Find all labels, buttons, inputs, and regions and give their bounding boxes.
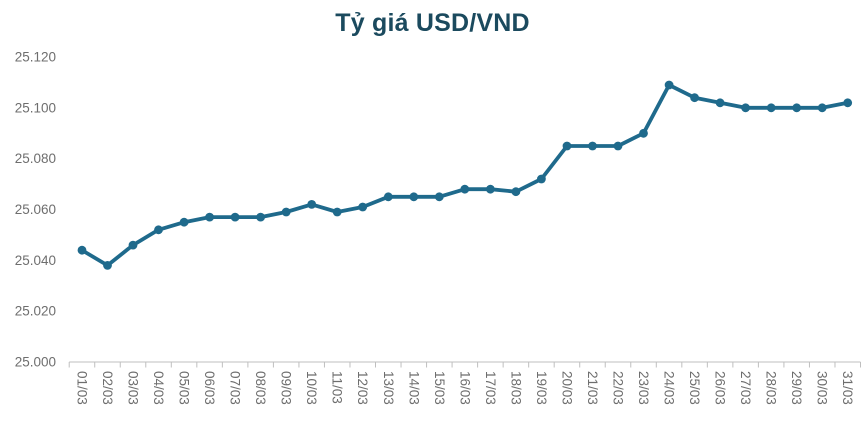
y-axis-label: 25.020 [15, 304, 56, 319]
data-point-marker [128, 240, 138, 250]
x-axis-label: 19/03 [534, 371, 549, 405]
data-point-marker [154, 225, 163, 235]
x-axis-label: 13/03 [381, 371, 396, 405]
x-axis-label: 10/03 [304, 371, 319, 405]
x-axis-label: 15/03 [432, 371, 447, 405]
x-axis-label: 16/03 [457, 371, 472, 405]
x-axis-label: 23/03 [636, 371, 651, 405]
y-axis-label: 25.100 [15, 100, 56, 115]
data-point-marker [179, 217, 189, 227]
x-axis-label: 03/03 [126, 371, 141, 405]
data-point-marker [383, 192, 393, 202]
data-point-marker [511, 187, 521, 197]
data-point-marker [230, 212, 240, 222]
data-point-marker [307, 200, 317, 209]
x-axis-label: 20/03 [559, 371, 574, 405]
x-axis-label: 26/03 [713, 371, 728, 405]
y-axis-label: 25.080 [15, 151, 56, 166]
data-point-marker [817, 103, 827, 113]
x-axis-label: 29/03 [789, 371, 804, 405]
data-point-marker [205, 212, 215, 222]
data-point-marker [434, 192, 444, 202]
data-point-marker [843, 98, 853, 108]
series-line [80, 83, 850, 268]
x-axis-label: 12/03 [355, 371, 370, 405]
x-axis-label: 08/03 [253, 371, 268, 405]
x-axis-label: 24/03 [662, 371, 677, 405]
x-axis-label: 05/03 [177, 371, 192, 405]
y-axis-label: 25.120 [15, 50, 56, 65]
x-axis-label: 31/03 [840, 371, 855, 405]
data-point-marker [613, 141, 623, 151]
data-point-marker [460, 184, 470, 194]
x-axis-label: 07/03 [228, 371, 243, 405]
y-axis-label: 25.000 [15, 355, 56, 370]
x-axis-label: 06/03 [202, 371, 217, 405]
data-point-marker [77, 245, 87, 255]
chart-title: Tỷ giá USD/VND [335, 9, 530, 37]
data-point-marker [792, 103, 802, 113]
x-axis-label: 17/03 [483, 371, 498, 405]
data-point-marker [358, 202, 368, 212]
y-axis-label: 25.060 [15, 202, 56, 217]
x-axis-label: 02/03 [100, 371, 115, 405]
x-axis-label: 14/03 [406, 371, 421, 405]
data-point-marker [588, 141, 597, 151]
x-axis-label: 11/03 [330, 371, 345, 404]
x-axis-label: 25/03 [687, 371, 702, 405]
data-point-marker [103, 261, 112, 270]
data-point-marker [409, 192, 419, 202]
y-axis-label: 25.040 [15, 253, 56, 268]
x-axis-label: 09/03 [279, 371, 294, 405]
x-axis-label: 21/03 [585, 371, 600, 405]
x-axis-label: 30/03 [815, 371, 830, 405]
data-point-marker [766, 103, 776, 113]
data-point-marker [664, 80, 674, 90]
data-point-marker [715, 98, 725, 108]
data-point-marker [562, 141, 572, 151]
data-point-marker [537, 174, 546, 184]
data-point-marker [256, 212, 265, 222]
x-axis-label: 28/03 [764, 371, 779, 405]
x-axis-label: 01/03 [74, 371, 89, 405]
x-axis-label: 04/03 [151, 371, 166, 405]
data-point-marker [486, 184, 495, 194]
x-axis-label: 22/03 [611, 371, 626, 405]
x-axis-label: 18/03 [508, 371, 523, 405]
data-point-marker [281, 207, 291, 217]
data-point-marker [741, 103, 750, 113]
x-axis-label: 27/03 [738, 371, 753, 405]
data-point-marker [332, 207, 342, 217]
data-point-marker [690, 93, 699, 103]
data-point-marker [639, 128, 648, 138]
